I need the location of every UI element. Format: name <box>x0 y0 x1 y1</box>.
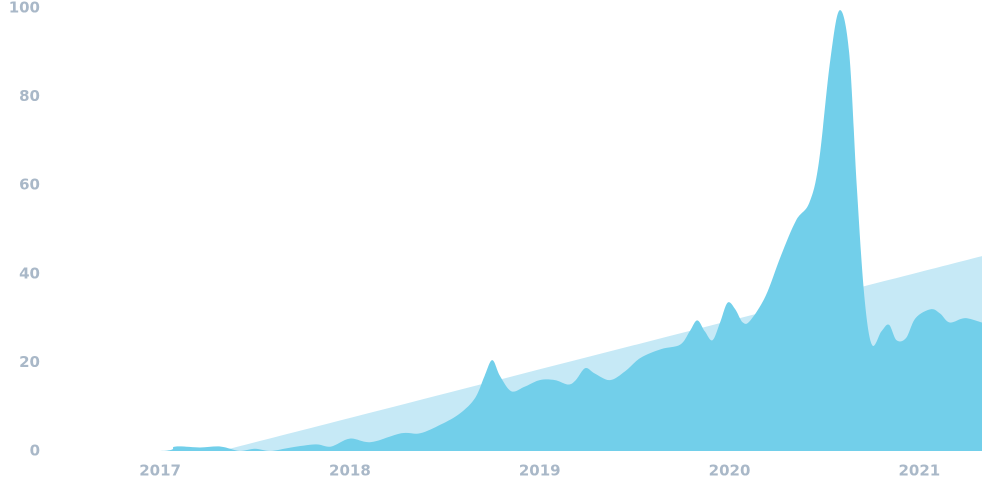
y-tick-label: 60 <box>19 176 40 194</box>
x-tick-label: 2021 <box>898 462 940 480</box>
y-tick-label: 20 <box>19 353 40 371</box>
x-tick-label: 2020 <box>709 462 751 480</box>
x-tick-label: 2019 <box>519 462 561 480</box>
y-tick-label: 0 <box>30 442 40 460</box>
x-tick-label: 2018 <box>329 462 371 480</box>
x-tick-label: 2017 <box>139 462 181 480</box>
area <box>50 10 982 451</box>
y-tick-label: 100 <box>9 0 40 17</box>
y-tick-label: 40 <box>19 264 40 282</box>
y-tick-label: 80 <box>19 87 40 105</box>
